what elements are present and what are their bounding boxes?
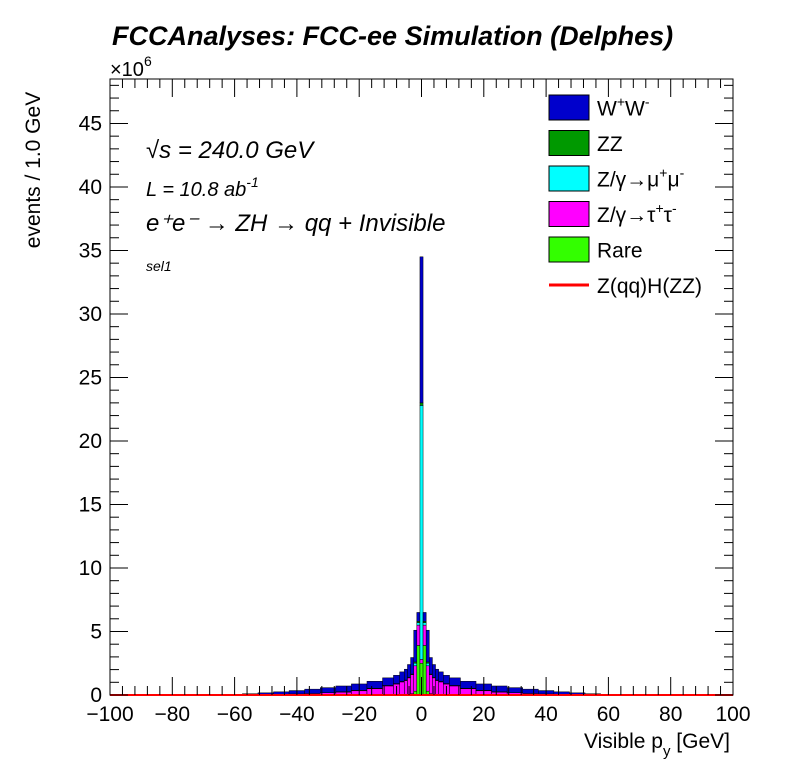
x-tick-label: −60 [217, 703, 253, 726]
legend-item-1-label: ZZ [597, 133, 623, 156]
bar-ww [413, 629, 418, 663]
bar-z [435, 680, 439, 695]
bar-z [429, 674, 433, 694]
bar-ww [432, 664, 436, 678]
selection-annotation: sel1 [146, 258, 172, 274]
y-tick-label: 30 [79, 303, 102, 326]
bar-z [438, 681, 444, 695]
bar-ww [435, 668, 439, 681]
bar-z [460, 688, 477, 696]
y-axis-label: events / 1.0 GeV [22, 92, 45, 248]
bar-ww [425, 629, 430, 663]
bar-ww [443, 675, 450, 684]
bar-z [419, 405, 424, 660]
sqrt-icon: √ [146, 137, 160, 164]
bar-ww [273, 691, 290, 695]
y-tick-label: 15 [79, 493, 102, 516]
bar-z [366, 688, 383, 696]
y-tick-label: 45 [79, 112, 102, 135]
bar-ww [419, 256, 424, 404]
bar-z [425, 665, 430, 692]
x-tick-label: 80 [659, 703, 682, 726]
x-tick-label: 20 [472, 703, 495, 726]
bar-ww [422, 612, 427, 622]
bar-ww [407, 664, 411, 678]
bar-ww [449, 677, 461, 686]
legend-item-1-swatch [548, 130, 590, 156]
bar-ww [410, 657, 414, 675]
bar-ww [335, 685, 352, 692]
x-tick-label: 60 [597, 703, 620, 726]
x-tick-label: 100 [715, 703, 750, 726]
bar-z [399, 681, 405, 695]
legend-item-2-label: Z/γ→μ+μ- [597, 165, 685, 192]
bar-ww [438, 671, 444, 682]
y-tick-label: 35 [79, 239, 102, 262]
legend-item-4-swatch [548, 236, 590, 263]
x-tick-label: −100 [86, 703, 133, 726]
legend-item-3-swatch [548, 201, 590, 227]
legend-item-3-label: Z/γ→τ+τ- [597, 200, 677, 227]
bar-z [404, 680, 408, 695]
process-annotation: e⁺e⁻ → ZH → qq + Invisible [146, 210, 445, 237]
y-tick-label: 5 [90, 620, 102, 643]
bar-ww [506, 687, 523, 693]
bar-ww [366, 681, 383, 689]
bar-z [416, 622, 421, 626]
bar-zz [419, 402, 424, 406]
bar-ww [416, 612, 421, 622]
legend: W+W- ZZ Z/γ→μ+μ- Z/γ→τ+τ- Rare Z(qq)H(ZZ) [548, 94, 702, 298]
y-tick-label: 25 [79, 366, 102, 389]
chart-title: FCCAnalyses: FCC-ee Simulation (Delphes) [112, 21, 673, 51]
bar-ww [404, 668, 408, 681]
bar-ww [522, 688, 539, 694]
x-axis-label: Visible py [GeV] [584, 730, 730, 760]
legend-item-0-label: W+W- [597, 94, 650, 121]
bar-rare [422, 645, 427, 696]
legend-item-0-swatch [548, 94, 590, 121]
x-tick-label: 40 [534, 703, 557, 726]
legend-item-4-label: Rare [597, 240, 643, 263]
y-tick-label: 40 [79, 176, 102, 199]
lumi-annotation: L = 10.8 ab-1 [146, 174, 259, 201]
bar-z [422, 622, 427, 626]
x-tick-label: −20 [341, 703, 377, 726]
bar-ww [393, 675, 400, 684]
bar-ww [460, 681, 477, 689]
x-tick-label: 0 [416, 703, 428, 726]
y-tick-label: 0 [90, 684, 102, 707]
bar-ww [399, 671, 405, 682]
bar-z [413, 662, 418, 667]
y-tick-label: 10 [79, 557, 102, 580]
bar-z [422, 624, 427, 646]
bar-ww [320, 687, 337, 693]
y-multiplier: ×106 [110, 53, 152, 81]
bar-ww [553, 691, 570, 695]
bar-z [410, 674, 414, 694]
bar-z [419, 659, 424, 664]
legend-item-5-label: Z(qq)H(ZZ) [597, 275, 702, 298]
bar-ww [429, 657, 433, 675]
y-tick-label: 20 [79, 430, 102, 453]
bar-rare [416, 645, 421, 696]
bar-z [416, 624, 421, 646]
x-tick-label: −80 [154, 703, 190, 726]
sqrt-s-annotation: √s = 240.0 GeV [146, 137, 315, 164]
bar-ww [304, 688, 321, 694]
annotation-block: √s = 240.0 GeV L = 10.8 ab-1 e⁺e⁻ → ZH →… [146, 137, 445, 274]
bar-z [413, 665, 418, 692]
x-tick-label: −40 [279, 703, 315, 726]
bar-ww [382, 677, 394, 686]
legend-item-2-swatch [548, 165, 590, 192]
bar-ww [491, 685, 508, 692]
bar-z [425, 662, 430, 667]
